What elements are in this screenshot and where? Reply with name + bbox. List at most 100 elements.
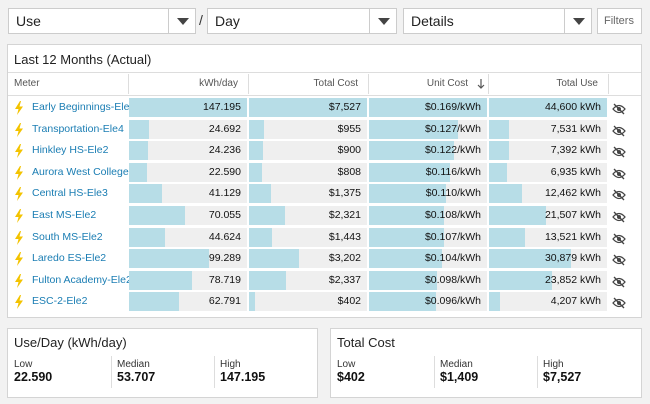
value-cell: 4,207 kWh (489, 292, 607, 312)
value-bar (249, 162, 262, 182)
value-text: 99.289 (208, 252, 241, 265)
value-cell: $0.169/kWh (369, 98, 487, 117)
select-value: Day (215, 13, 240, 29)
value-cell: 44.624 (129, 227, 247, 247)
value-bar (249, 98, 367, 117)
value-cell: 22.590 (129, 162, 247, 182)
column-divider (608, 74, 609, 94)
hide-icon[interactable] (612, 124, 626, 137)
value-text: 22.590 (208, 165, 241, 178)
value-bar (249, 270, 286, 290)
stat-value: 53.707 (117, 370, 156, 384)
filters-button[interactable]: Filters (597, 8, 642, 34)
value-text: 78.719 (208, 273, 241, 286)
column-header[interactable]: kWh/day (199, 78, 238, 89)
select-value: Use (16, 13, 41, 29)
value-text: 24.692 (208, 122, 241, 135)
value-bar (369, 292, 437, 312)
column-divider (488, 74, 489, 94)
column-header[interactable]: Unit Cost (426, 78, 468, 89)
value-text: $0.096/kWh (424, 295, 481, 308)
meter-link[interactable]: East MS-Ele2 (32, 209, 97, 221)
hide-icon[interactable] (612, 167, 626, 180)
value-bar (489, 292, 501, 312)
hide-icon[interactable] (612, 253, 626, 266)
value-cell: $900 (249, 141, 367, 161)
value-cell: 70.055 (129, 206, 247, 225)
value-bar (249, 249, 300, 269)
value-text: 41.129 (208, 187, 241, 200)
period-select[interactable]: Day (207, 8, 397, 34)
lightning-icon (14, 101, 24, 115)
select-value: Details (411, 13, 454, 29)
meter-link[interactable]: Central HS-Ele3 (32, 187, 108, 200)
separator: / (199, 12, 203, 28)
meter-link[interactable]: Laredo ES-Ele2 (32, 252, 107, 265)
meter-link[interactable]: Aurora West College Pr (32, 165, 130, 178)
column-header[interactable]: Total Cost (313, 78, 358, 89)
value-bar (489, 227, 525, 247)
hide-icon[interactable] (612, 232, 626, 245)
value-bar (369, 98, 487, 117)
value-bar (249, 206, 286, 225)
value-bar (129, 227, 165, 247)
value-cell: 7,531 kWh (489, 119, 607, 139)
hide-icon[interactable] (612, 188, 626, 201)
metric-select[interactable]: Use (8, 8, 196, 34)
hide-icon[interactable] (612, 102, 626, 115)
stat-value: $402 (337, 370, 365, 384)
value-bar (369, 206, 445, 225)
value-bar (129, 162, 148, 182)
value-bar (249, 184, 271, 204)
stat-label: Low (337, 359, 356, 370)
value-text: 13,521 kWh (544, 230, 601, 243)
lightning-icon (14, 209, 24, 223)
meter-link[interactable]: Early Beginnings-Ele1 (32, 101, 130, 113)
value-text: $3,202 (328, 252, 361, 265)
value-text: 12,462 kWh (544, 187, 601, 200)
value-cell: $0.116/kWh (369, 162, 487, 182)
value-text: 70.055 (208, 209, 241, 221)
caret (168, 9, 195, 33)
hide-icon[interactable] (612, 145, 626, 158)
value-bar (129, 184, 162, 204)
meter-link[interactable]: South MS-Ele2 (32, 230, 103, 243)
hide-icon[interactable] (612, 275, 626, 288)
value-bar (489, 119, 509, 139)
value-text: 7,531 kWh (550, 122, 601, 135)
stat-label: Low (14, 359, 33, 370)
value-bar (369, 162, 450, 182)
meter-link[interactable]: Fulton Academy-Ele2 (32, 273, 130, 286)
lightning-icon (14, 122, 24, 137)
value-text: 21,507 kWh (544, 209, 601, 221)
lightning-icon (14, 252, 24, 267)
value-bar (369, 184, 446, 204)
value-text: $955 (337, 122, 361, 135)
value-text: $0.127/kWh (424, 122, 481, 135)
hide-icon[interactable] (612, 210, 626, 223)
meter-link[interactable]: Transportation-Ele4 (32, 122, 124, 135)
value-bar (129, 249, 209, 269)
value-bar (129, 206, 186, 225)
meter-link[interactable]: ESC-2-Ele2 (32, 295, 88, 308)
value-text: 62.791 (208, 295, 241, 308)
value-text: 30,879 kWh (544, 252, 601, 265)
column-divider (128, 74, 129, 94)
lightning-icon (14, 273, 24, 288)
value-cell: $402 (249, 292, 367, 312)
value-bar (369, 270, 438, 290)
value-bar (129, 119, 149, 139)
hide-icon[interactable] (612, 296, 626, 309)
stat-label: High (543, 359, 564, 370)
stat-label: High (220, 359, 241, 370)
stat-value: $7,527 (543, 370, 582, 384)
value-cell: $1,443 (249, 227, 367, 247)
value-cell: 41.129 (129, 184, 247, 204)
column-header[interactable]: Total Use (556, 78, 598, 89)
value-cell: 24.236 (129, 141, 247, 161)
stat-label: Median (117, 359, 150, 370)
value-cell: $0.107/kWh (369, 227, 487, 247)
view-select[interactable]: Details (403, 8, 592, 34)
meter-link[interactable]: Hinkley HS-Ele2 (32, 144, 109, 157)
